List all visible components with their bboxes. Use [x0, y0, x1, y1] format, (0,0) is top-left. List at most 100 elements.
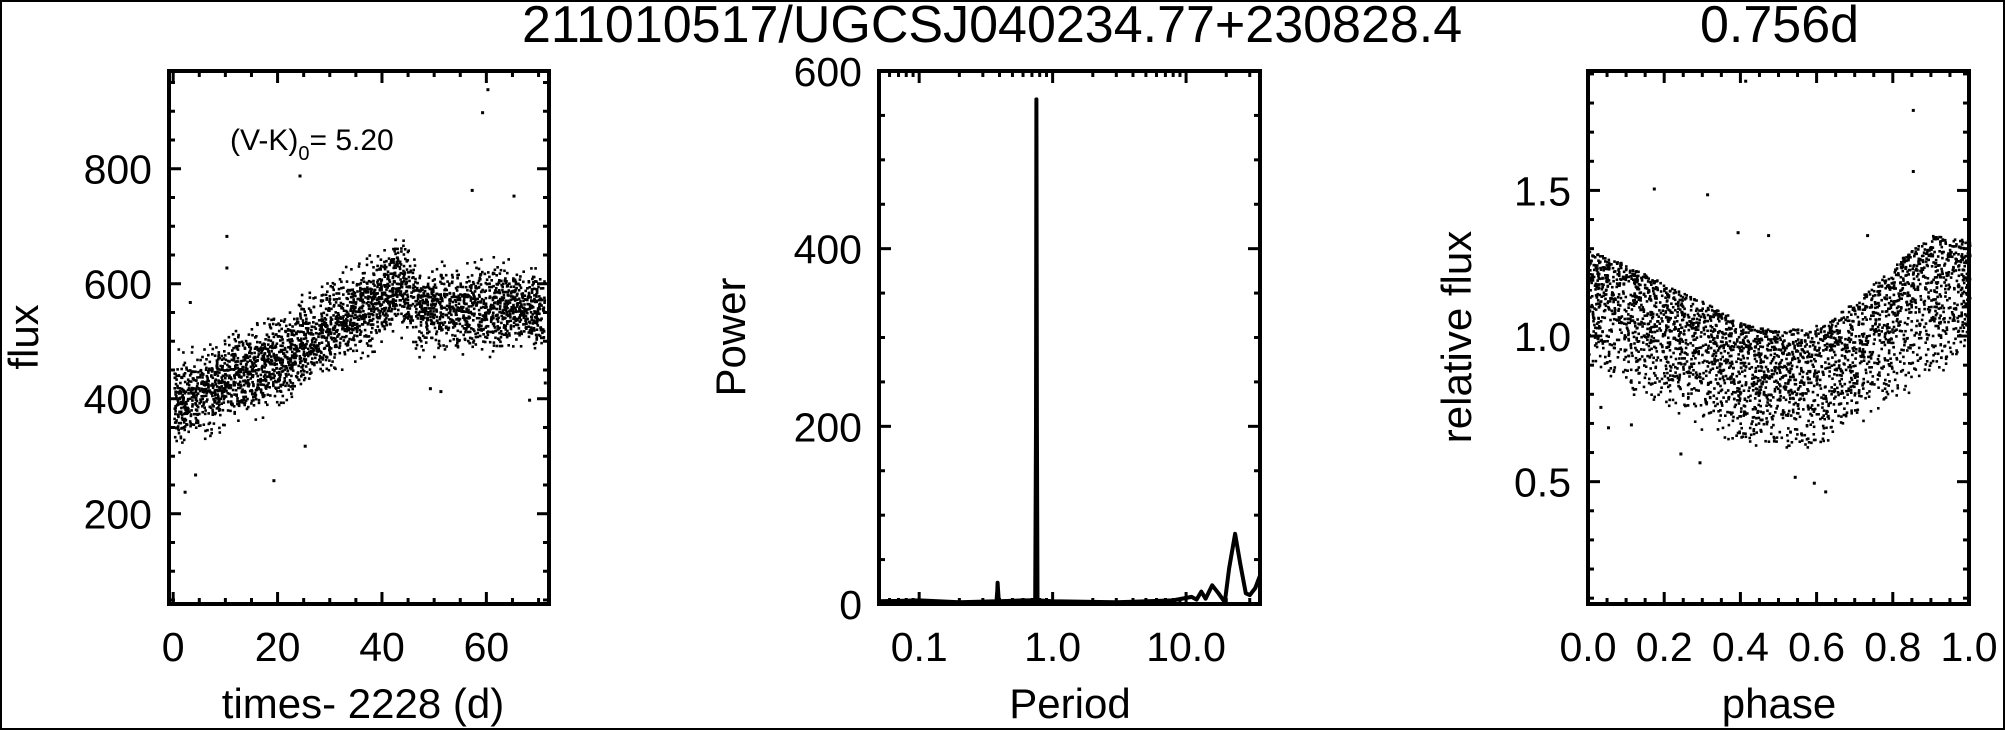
- data-point: [471, 345, 474, 349]
- data-point: [1797, 407, 1800, 410]
- data-point: [532, 281, 535, 284]
- data-point: [477, 286, 480, 289]
- data-point: [510, 306, 513, 309]
- data-point: [237, 368, 241, 371]
- data-point: [1625, 265, 1628, 268]
- data-point: [214, 400, 217, 403]
- data-point: [1724, 361, 1728, 365]
- data-point: [238, 400, 241, 404]
- data-point: [1938, 235, 1941, 239]
- data-point: [521, 296, 525, 300]
- data-point: [1839, 382, 1842, 386]
- data-point: [270, 372, 274, 376]
- data-point: [468, 341, 472, 345]
- data-point: [502, 333, 506, 336]
- data-point: [368, 339, 371, 343]
- data-point: [372, 307, 376, 311]
- data-point: [1914, 250, 1918, 253]
- data-point: [423, 289, 427, 293]
- data-point: [288, 311, 292, 314]
- data-point: [289, 360, 293, 363]
- data-point: [1935, 290, 1938, 294]
- data-point: [1599, 268, 1603, 271]
- data-point: [1884, 281, 1887, 285]
- data-point: [289, 357, 293, 361]
- data-point: [344, 327, 347, 331]
- data-point: [509, 319, 513, 323]
- data-point: [298, 360, 302, 364]
- data-point: [525, 327, 528, 330]
- data-point: [174, 409, 177, 413]
- data-point: [503, 269, 506, 273]
- data-point: [463, 296, 466, 299]
- data-point: [433, 313, 437, 317]
- data-point: [448, 321, 451, 324]
- data-point: [440, 277, 444, 280]
- data-point: [1791, 357, 1794, 360]
- data-point: [435, 308, 438, 311]
- data-point: [421, 318, 425, 321]
- outlier-point: [272, 479, 276, 483]
- y-tick-label: 200: [84, 492, 152, 538]
- data-point: [271, 376, 274, 380]
- data-point: [372, 266, 375, 269]
- data-point: [1689, 341, 1692, 345]
- data-point: [371, 299, 374, 302]
- data-point: [457, 294, 460, 298]
- data-point: [244, 370, 248, 374]
- data-point: [1727, 344, 1730, 347]
- data-point: [1682, 372, 1686, 375]
- data-point: [1872, 333, 1876, 336]
- data-point: [1836, 342, 1839, 346]
- data-point: [359, 356, 363, 360]
- data-point: [1608, 343, 1612, 346]
- data-point: [394, 299, 398, 302]
- data-point: [1916, 359, 1920, 362]
- data-point: [436, 319, 439, 323]
- data-point: [377, 268, 381, 271]
- data-point: [1848, 340, 1852, 344]
- data-point: [500, 311, 504, 314]
- data-point: [507, 299, 510, 303]
- data-point: [353, 321, 356, 325]
- data-point: [1741, 361, 1744, 365]
- data-point: [1775, 440, 1778, 443]
- data-point: [353, 291, 357, 295]
- data-point: [348, 314, 351, 317]
- data-point: [1856, 408, 1860, 412]
- data-point: [334, 311, 337, 314]
- data-point: [228, 374, 231, 377]
- data-point: [1821, 416, 1824, 419]
- data-point: [320, 300, 323, 303]
- data-point: [395, 274, 398, 278]
- data-point: [1649, 320, 1652, 323]
- data-point: [1617, 350, 1621, 354]
- data-point: [288, 328, 292, 332]
- data-point: [1830, 323, 1834, 327]
- data-point: [1787, 380, 1790, 384]
- data-point: [1691, 323, 1695, 327]
- data-point: [531, 277, 534, 281]
- data-point: [517, 282, 520, 286]
- data-point: [213, 412, 217, 416]
- data-point: [1792, 328, 1795, 331]
- y-axis-title: relative flux: [1433, 231, 1480, 443]
- data-point: [496, 291, 499, 294]
- data-point: [536, 319, 539, 323]
- data-point: [507, 344, 510, 347]
- data-point: [533, 321, 537, 324]
- data-point: [202, 403, 205, 406]
- data-point: [1736, 338, 1739, 341]
- data-point: [1921, 260, 1925, 264]
- data-point: [1902, 277, 1905, 280]
- data-point: [176, 368, 179, 371]
- data-point: [536, 317, 539, 321]
- data-point: [262, 355, 266, 359]
- data-point: [244, 363, 248, 367]
- data-point: [1851, 328, 1854, 331]
- data-point: [1916, 319, 1919, 323]
- data-point: [176, 413, 180, 416]
- data-point: [542, 309, 545, 312]
- data-point: [396, 259, 400, 262]
- data-point: [470, 337, 474, 340]
